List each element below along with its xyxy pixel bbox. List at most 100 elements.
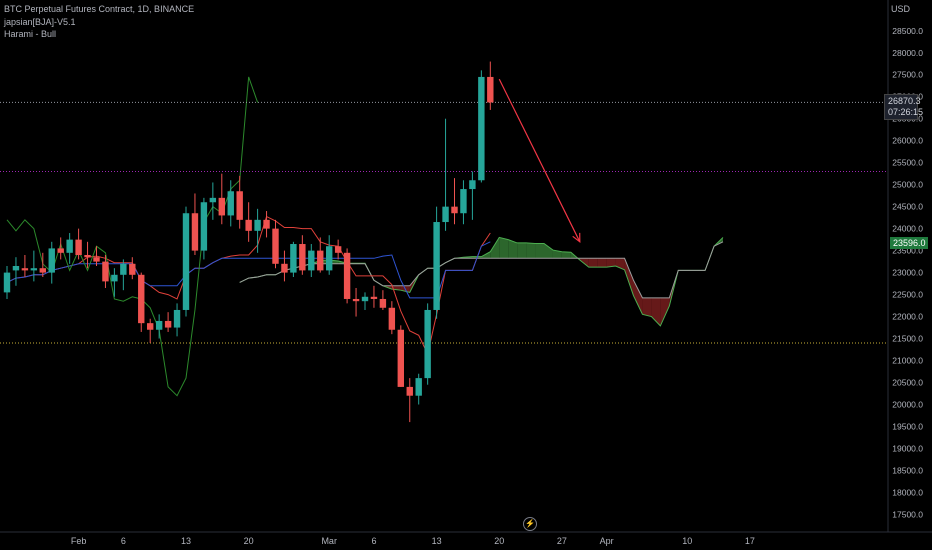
candle-body [487, 76, 494, 103]
candle-body [218, 197, 225, 216]
candle-body [343, 252, 351, 299]
cloud-segment [490, 237, 500, 259]
candle-body [263, 219, 270, 229]
price-tick-label: 27500.0 [892, 70, 923, 80]
time-tick-label: Feb [71, 536, 87, 546]
price-tick-label: 22000.0 [892, 312, 923, 322]
cloud-segment [544, 243, 553, 259]
candle-body [191, 213, 199, 251]
candle-body [164, 320, 172, 328]
price-tick-label: 21000.0 [892, 356, 923, 366]
time-tick-label: 10 [682, 536, 692, 546]
cloud-segment [552, 250, 562, 259]
current-price-tag: 26870.3 07:26:15 [884, 94, 924, 120]
candle-body [424, 309, 431, 379]
candle-body [469, 180, 476, 190]
candle-body [460, 189, 467, 214]
cloud-segment [508, 239, 518, 259]
candle-body [111, 274, 118, 282]
time-tick-label: 13 [181, 536, 191, 546]
cloud-segment [606, 258, 616, 268]
candle-body [317, 250, 324, 271]
price-tick-label: 22500.0 [892, 290, 923, 300]
candle-body [254, 219, 261, 231]
candle-body [272, 228, 279, 264]
cloud-segment [588, 258, 598, 268]
price-tick-label: 23500.0 [892, 246, 923, 256]
price-axis[interactable]: 17500.0 18000.0 18500.0 19000.0 19500.0 20000… [887, 0, 932, 550]
candle-body [326, 246, 333, 271]
currency-label: USD [890, 4, 910, 14]
candle-body [379, 298, 387, 308]
price-tick-label: 28500.0 [892, 26, 923, 36]
horizontal-levels [0, 101, 888, 344]
price-tick-label: 20000.0 [892, 399, 923, 409]
price-tick-label: 25500.0 [892, 158, 923, 168]
time-tick-label: 17 [745, 536, 755, 546]
candle-body [21, 268, 29, 271]
candle-body [290, 244, 297, 273]
candle-body [138, 274, 145, 324]
candle-body [209, 197, 217, 203]
time-tick-label: Mar [321, 536, 337, 546]
cloud-segment [660, 297, 670, 326]
candle-body [39, 268, 46, 273]
candle-body [478, 76, 485, 181]
cloud-segment [633, 280, 643, 315]
price-tick-label: 24000.0 [892, 224, 923, 234]
time-tick-label: 27 [557, 536, 567, 546]
time-tick-label: 6 [121, 536, 126, 546]
price-axis-background [888, 0, 932, 550]
candle-body [406, 386, 413, 396]
candle-body [57, 248, 64, 253]
lightning-icon[interactable]: ⚡ [523, 517, 537, 531]
candle-body [334, 246, 342, 253]
price-tick-label: 28000.0 [892, 48, 923, 58]
candle-body [451, 206, 458, 214]
symbol-title[interactable]: BTC Perpetual Futures Contract, 1D, BINA… [4, 4, 195, 14]
cloud-segment [526, 242, 536, 259]
price-tick-label: 24500.0 [892, 202, 923, 212]
candle-body [200, 202, 208, 251]
candle-body [352, 298, 360, 302]
arrow-head [572, 232, 581, 244]
cloud-segment [651, 297, 661, 326]
candle-body [308, 250, 315, 271]
time-tick-label: Apr [600, 536, 614, 546]
time-tick-label: 20 [244, 536, 254, 546]
price-tick-label: 23000.0 [892, 268, 923, 278]
current-price-value: 26870.3 [888, 96, 921, 106]
target-price-tag: 23596.0 [890, 237, 928, 249]
price-tick-label: 18500.0 [892, 465, 923, 475]
cloud-segment [597, 258, 607, 268]
arrow-shaft [498, 78, 581, 243]
price-tick-label: 17500.0 [892, 509, 923, 519]
candle-body [245, 219, 252, 231]
cloud-segment [642, 297, 652, 317]
candle-body [442, 206, 449, 223]
candle-body [281, 263, 288, 273]
candle-body [227, 191, 234, 216]
indicator-label-harami[interactable]: Harami - Bull [4, 29, 57, 39]
time-axis[interactable]: Feb 6 13 20 Mar 6 13 20 27 Apr 10 17 [0, 531, 932, 546]
candlestick-series [3, 61, 494, 423]
candle-body [12, 266, 20, 271]
candle-body [433, 222, 440, 310]
price-tick-label: 21500.0 [892, 334, 923, 344]
candle-body [147, 323, 154, 330]
candle-body [173, 309, 181, 328]
candle-body [75, 239, 82, 256]
candle-body [361, 296, 369, 302]
candle-body [129, 263, 136, 275]
price-tick-label: 25000.0 [892, 180, 923, 190]
cloud-segment [535, 243, 544, 259]
indicator-label-japsian[interactable]: japsian[BJA]-V5.1 [4, 17, 76, 27]
price-tick-label: 18000.0 [892, 487, 923, 497]
candle-body [84, 255, 91, 258]
price-tick-label: 26000.0 [892, 136, 923, 146]
cloud-segment [561, 251, 571, 259]
bar-countdown: 07:26:15 [888, 107, 924, 117]
candle-body [397, 329, 404, 387]
cloud-segment [499, 237, 509, 259]
